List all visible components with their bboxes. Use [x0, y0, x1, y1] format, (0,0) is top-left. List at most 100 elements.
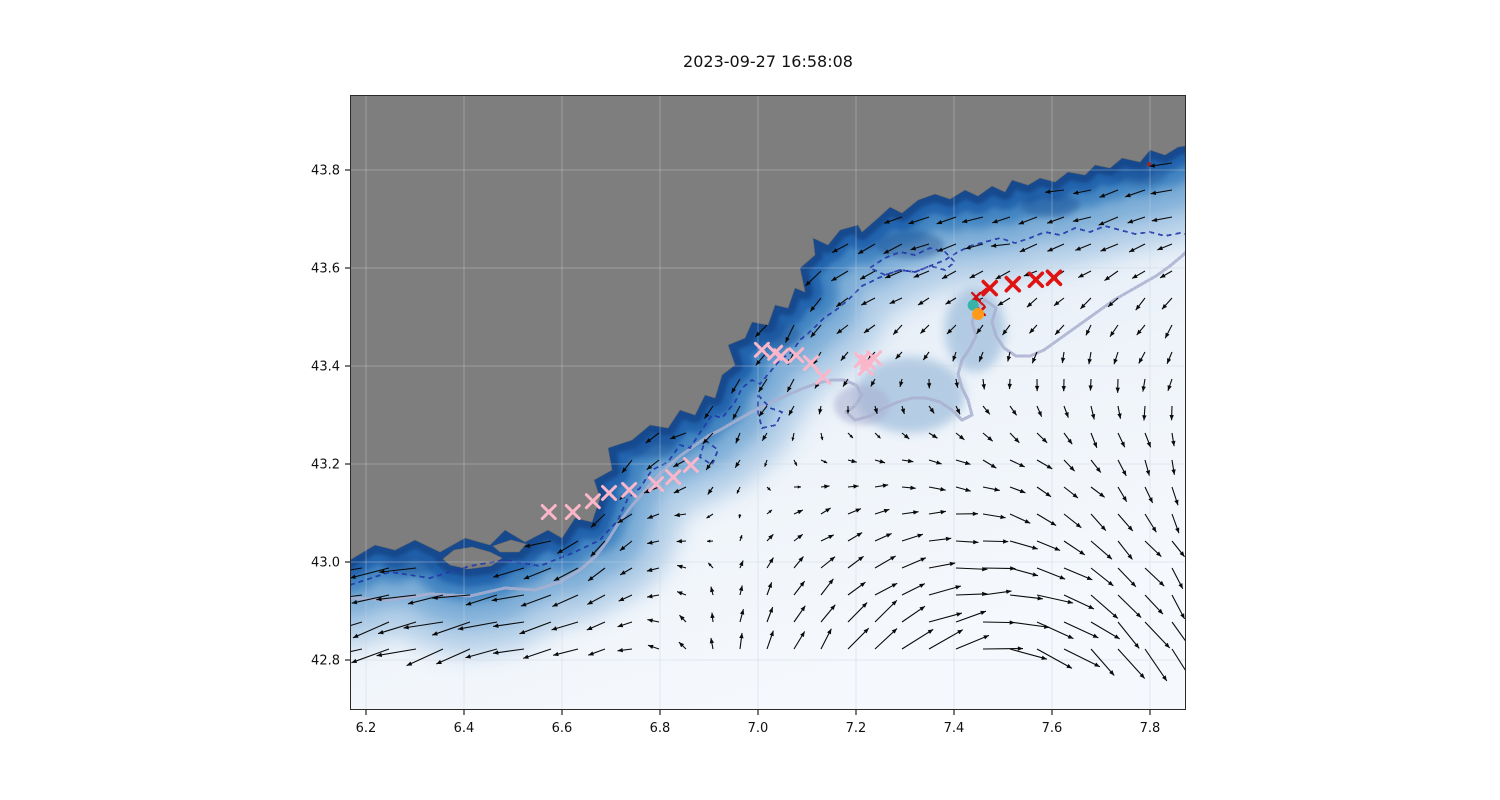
current-arrow-head [856, 532, 863, 538]
current-arrow-head [1075, 522, 1082, 528]
current-arrow-head [351, 599, 358, 605]
current-arrow [379, 567, 417, 573]
current-arrow-head [923, 354, 929, 361]
current-arrow-head [1100, 525, 1106, 531]
current-arrow-head [1047, 247, 1054, 252]
plot-title: 2023-09-27 16:58:08 [683, 52, 853, 71]
current-arrow-head [941, 274, 948, 279]
current-arrow-head [586, 625, 593, 631]
current-arrow-head [945, 536, 952, 542]
current-arrow-head [1064, 412, 1069, 418]
current-arrow-head [646, 567, 653, 572]
current-arrow-head [965, 487, 971, 492]
current-arrow-head [1167, 358, 1172, 364]
current-arrow-head [1135, 304, 1141, 311]
current-arrow-head [940, 509, 946, 515]
current-arrow [928, 612, 963, 623]
current-arrow [1117, 594, 1142, 619]
current-arrow-head [768, 557, 774, 564]
current-arrow-head [350, 574, 356, 579]
current-arrow-head [1088, 385, 1093, 391]
current-arrow-head [523, 654, 529, 659]
current-arrow-head [1079, 550, 1085, 555]
current-arrow [1117, 621, 1140, 649]
current-arrow-head [1072, 493, 1078, 498]
current-arrow [352, 621, 390, 639]
axes-spine [350, 95, 1186, 710]
current-arrow-head [679, 615, 685, 621]
current-arrow [955, 610, 987, 623]
current-arrow-head [739, 609, 745, 615]
current-arrow-head [919, 583, 925, 588]
current-arrow-head [1018, 220, 1025, 225]
current-arrow-head [352, 633, 359, 638]
current-arrow [403, 621, 444, 629]
island [442, 546, 503, 570]
current-arrow-head [735, 437, 740, 444]
x-tick-label: 7.0 [748, 721, 769, 736]
current-arrow [351, 648, 390, 664]
current-arrow-head [736, 489, 740, 494]
current-arrow-head [913, 510, 919, 515]
current-arrow-head [829, 556, 836, 562]
current-arrow-head [1132, 273, 1138, 279]
map-layers [350, 95, 1186, 710]
current-arrow [491, 594, 525, 602]
current-arrow [350, 594, 363, 598]
current-arrow-head [979, 356, 984, 362]
current-arrow-head [858, 556, 864, 562]
current-arrow-head [828, 578, 834, 585]
current-arrow-head [861, 602, 868, 608]
current-arrow-head [883, 249, 890, 254]
current-arrow-head [917, 300, 924, 306]
x-tick-label: 7.8 [1140, 721, 1161, 736]
current-arrow-head [810, 306, 816, 312]
current-arrow-head [836, 301, 842, 307]
current-arrow-head [936, 220, 943, 225]
current-arrow-head [1134, 642, 1140, 649]
current-arrow-head [949, 561, 956, 567]
current-arrow-head [805, 280, 811, 286]
current-arrow-head [1047, 219, 1053, 224]
current-arrow-head [956, 612, 962, 617]
current-arrow-head [403, 625, 409, 630]
current-arrow-head [818, 408, 823, 415]
current-arrow-head [958, 434, 965, 440]
current-arrow-head [1073, 190, 1079, 195]
current-arrow-head [920, 557, 926, 562]
current-arrow-head [739, 560, 744, 567]
current-arrow-head [768, 607, 773, 613]
current-arrow-head [929, 407, 935, 414]
current-arrow-head [910, 246, 917, 251]
current-arrow-head [824, 484, 830, 489]
current-arrow-head [1107, 580, 1114, 586]
current-arrow-head [706, 464, 711, 471]
current-arrow-head [647, 644, 654, 650]
current-arrow-head [1129, 247, 1135, 253]
current-arrow-head [706, 515, 711, 519]
current-arrow-head [1160, 273, 1166, 278]
red-x-marker [1004, 275, 1022, 293]
current-arrow-head [791, 437, 795, 441]
current-arrow-head [1127, 219, 1134, 224]
current-arrow-head [931, 433, 938, 439]
y-tick-label: 43.2 [311, 458, 340, 473]
x-tick-label: 6.6 [552, 721, 573, 736]
current-quiver [350, 162, 1186, 682]
current-arrow-head [840, 355, 846, 361]
current-arrow-head [457, 626, 464, 631]
pink-x-marker [564, 504, 581, 521]
current-arrow-head [432, 631, 438, 636]
pink-x-marker [540, 504, 557, 521]
current-arrow-head [1019, 247, 1026, 252]
current-arrow [1036, 621, 1074, 640]
current-arrow [457, 621, 498, 630]
small-red-dot-marker [1147, 162, 1152, 167]
small-red-x-marker [970, 291, 982, 303]
red-track-line [974, 297, 986, 307]
current-arrow [928, 585, 962, 596]
current-arrow-head [1045, 491, 1051, 497]
current-arrow-head [954, 382, 959, 388]
current-arrow-head [882, 483, 889, 488]
current-arrow-head [965, 245, 971, 250]
